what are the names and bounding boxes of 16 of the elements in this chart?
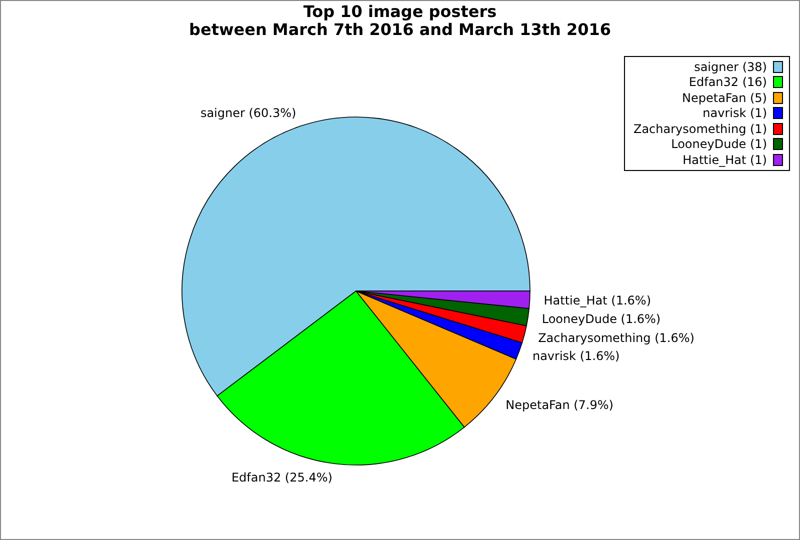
data-label: navrisk (1.6%) [532,348,620,363]
legend-label: NepetaFan (5) [682,90,767,105]
chart-subtitle: between March 7th 2016 and March 13th 2016 [188,20,612,39]
data-label: Hattie_Hat (1.6%) [544,293,652,308]
legend-label: Edfan32 (16) [688,75,767,90]
legend-label: navrisk (1) [702,106,767,120]
legend-label: LooneyDude (1) [671,137,767,152]
data-label: Zacharysomething (1.6%) [538,330,694,345]
data-label: Edfan32 (25.4%) [231,470,332,485]
chart-title: Top 10 image posters [302,2,498,21]
data-label: saigner (60.3%) [200,106,296,120]
legend-label: saigner (38) [694,60,767,74]
legend-label: Zacharysomething (1) [633,122,767,136]
legend-label: Hattie_Hat (1) [682,152,767,167]
data-label: NepetaFan (7.9%) [506,398,614,412]
data-label: LooneyDude (1.6%) [542,312,661,326]
